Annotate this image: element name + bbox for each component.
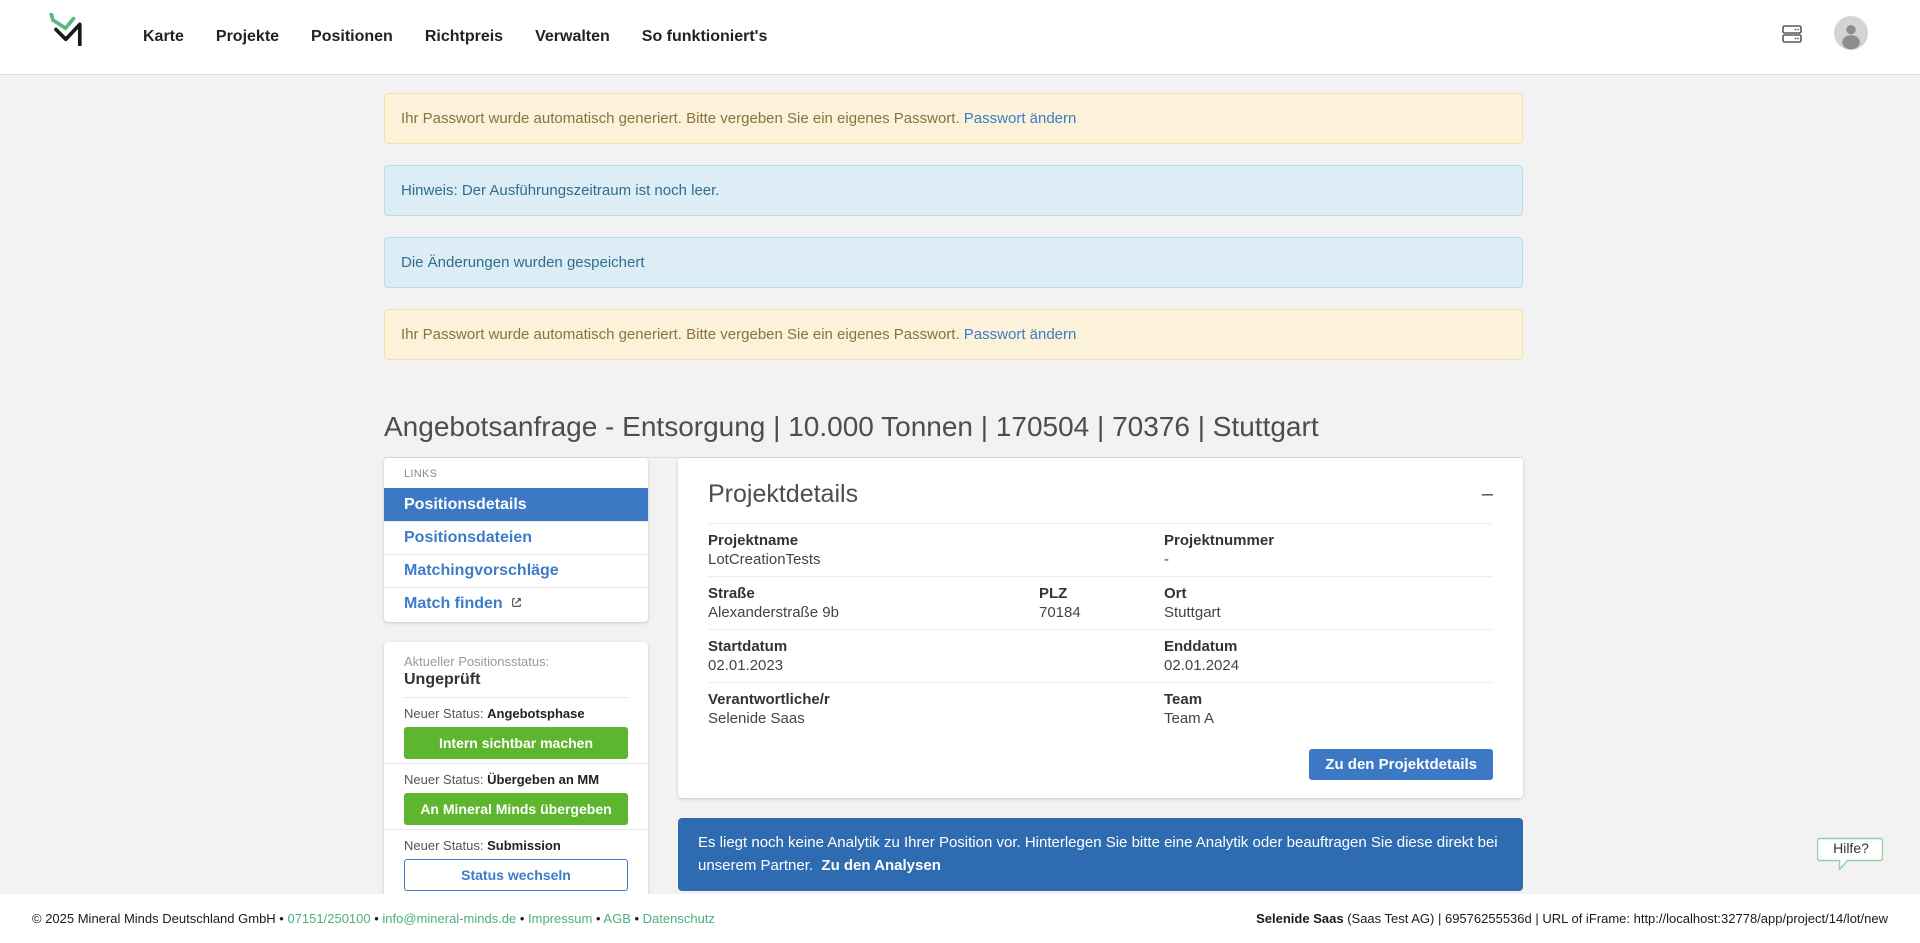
svg-text:Hilfe?: Hilfe? <box>1833 840 1869 856</box>
